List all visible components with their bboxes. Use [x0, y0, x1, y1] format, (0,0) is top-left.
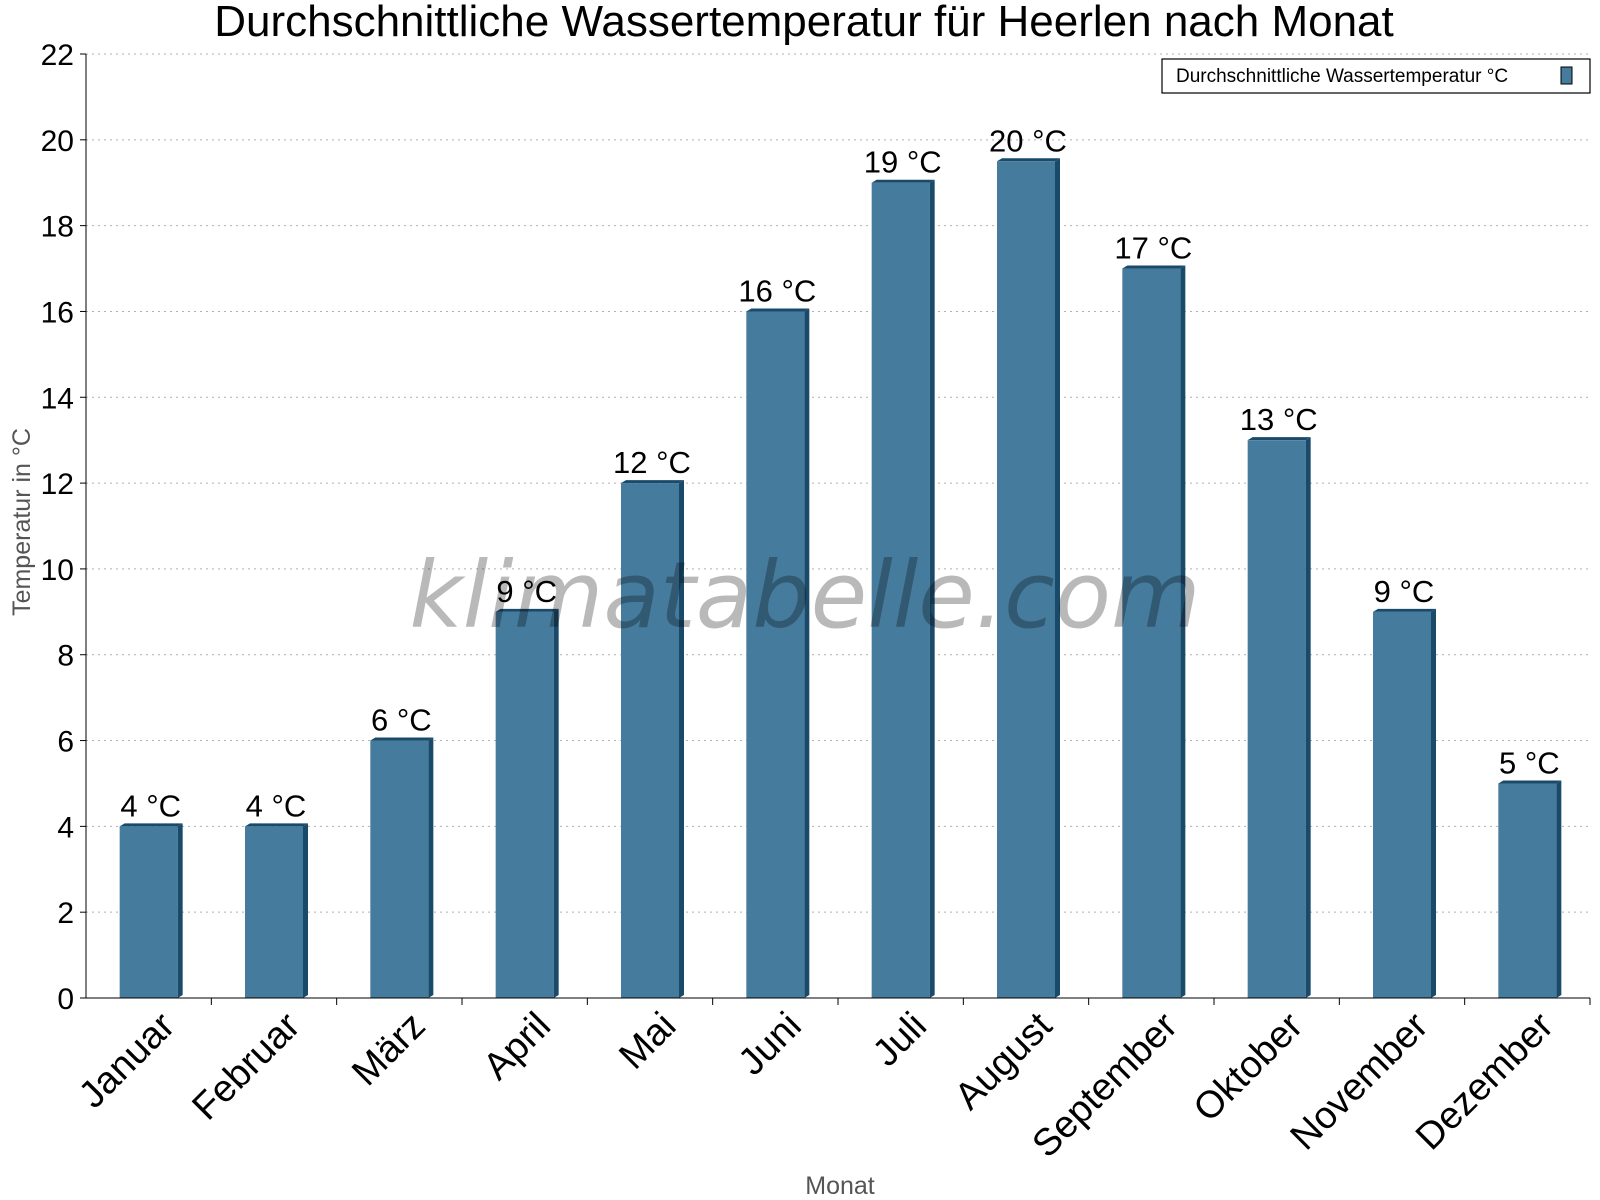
chart-title: Durchschnittliche Wassertemperatur für H…	[214, 0, 1394, 46]
x-tick-label: Dezember	[1408, 1004, 1562, 1158]
bar-face	[245, 826, 303, 998]
legend-label: Durchschnittliche Wassertemperatur °C	[1176, 66, 1508, 87]
bar-side	[1431, 608, 1436, 998]
bar-side	[679, 480, 684, 998]
bar-top	[245, 823, 308, 827]
bar	[1498, 780, 1562, 998]
bar	[621, 480, 684, 998]
bar-side	[177, 823, 183, 998]
data-labels: 4 °C 4 °C 6 °C 9 °C 12 °C 16 °C 19 °C 20 °C 17 °…	[120, 123, 1559, 823]
gridlines	[86, 53, 1590, 913]
legend: Durchschnittliche Wassertemperatur °C	[1161, 58, 1591, 94]
data-label: 4 °C	[120, 788, 181, 823]
bar-side	[1556, 780, 1562, 998]
y-tick-label: 8	[57, 640, 74, 673]
bar-side	[929, 179, 935, 998]
bars	[119, 158, 1562, 999]
bar	[1247, 437, 1311, 998]
bar-top	[370, 737, 434, 741]
x-tick-label: März	[344, 1005, 433, 1094]
y-tick-label: 4	[57, 811, 74, 844]
y-tick-label: 18	[41, 211, 74, 244]
y-tick-label: 0	[57, 983, 74, 1016]
bar	[119, 823, 183, 998]
x-tick-label: April	[476, 1005, 559, 1088]
x-ticks: Januar Februar März April Mai Juni Juli AugustS…	[71, 998, 1591, 1166]
bar-side	[428, 737, 434, 998]
data-label: 6 °C	[371, 703, 432, 738]
data-label: 17 °C	[1114, 231, 1192, 266]
x-tick-label: Februar	[185, 1004, 309, 1128]
axes	[85, 54, 1590, 999]
bar-face	[119, 826, 178, 998]
bar	[746, 308, 810, 998]
bar-top	[871, 179, 935, 183]
bar-top	[621, 480, 684, 484]
bar-top	[1498, 780, 1562, 784]
bar-face	[495, 611, 554, 998]
bar	[495, 608, 559, 998]
data-label: 4 °C	[246, 788, 307, 823]
bar-face	[871, 182, 930, 998]
bar-face	[1247, 440, 1306, 998]
bar-face	[997, 161, 1055, 999]
bar-top	[495, 608, 559, 612]
bar-side	[804, 308, 810, 998]
bar-side	[1055, 158, 1060, 999]
legend-swatch	[1560, 66, 1573, 85]
bar-top	[746, 308, 810, 312]
bar-side	[1305, 437, 1311, 998]
bar-top	[997, 158, 1060, 162]
bar-top	[1247, 437, 1311, 441]
data-label: 9 °C	[1374, 574, 1435, 609]
bar-top	[1373, 608, 1436, 612]
data-label: 5 °C	[1499, 745, 1560, 780]
bar-face	[1122, 268, 1181, 999]
bar-face	[1498, 783, 1557, 998]
bar	[1373, 608, 1436, 998]
bar-side	[553, 608, 559, 998]
bar	[370, 737, 434, 998]
y-tick-label: 12	[41, 468, 74, 501]
y-axis-label: Temperatur in °C	[8, 428, 36, 616]
y-tick-label: 16	[41, 296, 74, 329]
watermark: klimatabelle.com	[409, 542, 1200, 649]
y-tick-label: 2	[57, 897, 74, 930]
bar	[997, 158, 1060, 999]
x-tick-label: Juni	[731, 1005, 810, 1084]
y-ticks: 0 2 4 6 8 10 12 14 16 18 20 22	[41, 39, 86, 1016]
data-label: 9 °C	[496, 574, 557, 609]
legend-box	[1161, 58, 1591, 94]
data-label: 16 °C	[738, 273, 816, 308]
data-label: 13 °C	[1240, 402, 1318, 437]
x-tick-label: Mai	[611, 1005, 684, 1078]
y-tick-label: 14	[41, 382, 74, 415]
bar-face	[621, 483, 679, 998]
data-label: 12 °C	[613, 445, 691, 480]
bar-face	[746, 311, 805, 998]
x-tick-label: Juli	[865, 1005, 935, 1075]
bar	[871, 179, 935, 998]
data-label: 20 °C	[989, 123, 1067, 158]
y-tick-label: 20	[41, 125, 74, 158]
bar	[1122, 265, 1186, 999]
y-tick-label: 22	[41, 39, 74, 72]
bar	[245, 823, 308, 998]
bar-face	[370, 740, 429, 998]
y-tick-label: 6	[57, 726, 74, 759]
bar-side	[303, 823, 308, 998]
bar-face	[1373, 611, 1431, 998]
x-tick-label: Oktober	[1186, 1004, 1312, 1130]
bar-side	[1180, 265, 1186, 999]
y-tick-label: 10	[41, 554, 74, 587]
bar-top	[1122, 265, 1186, 269]
x-axis-label: Monat	[805, 1172, 875, 1200]
x-tick-label: Januar	[71, 1004, 183, 1116]
data-label: 19 °C	[864, 145, 942, 180]
x-tick-label: August	[947, 1004, 1061, 1118]
bar-top	[119, 823, 183, 827]
